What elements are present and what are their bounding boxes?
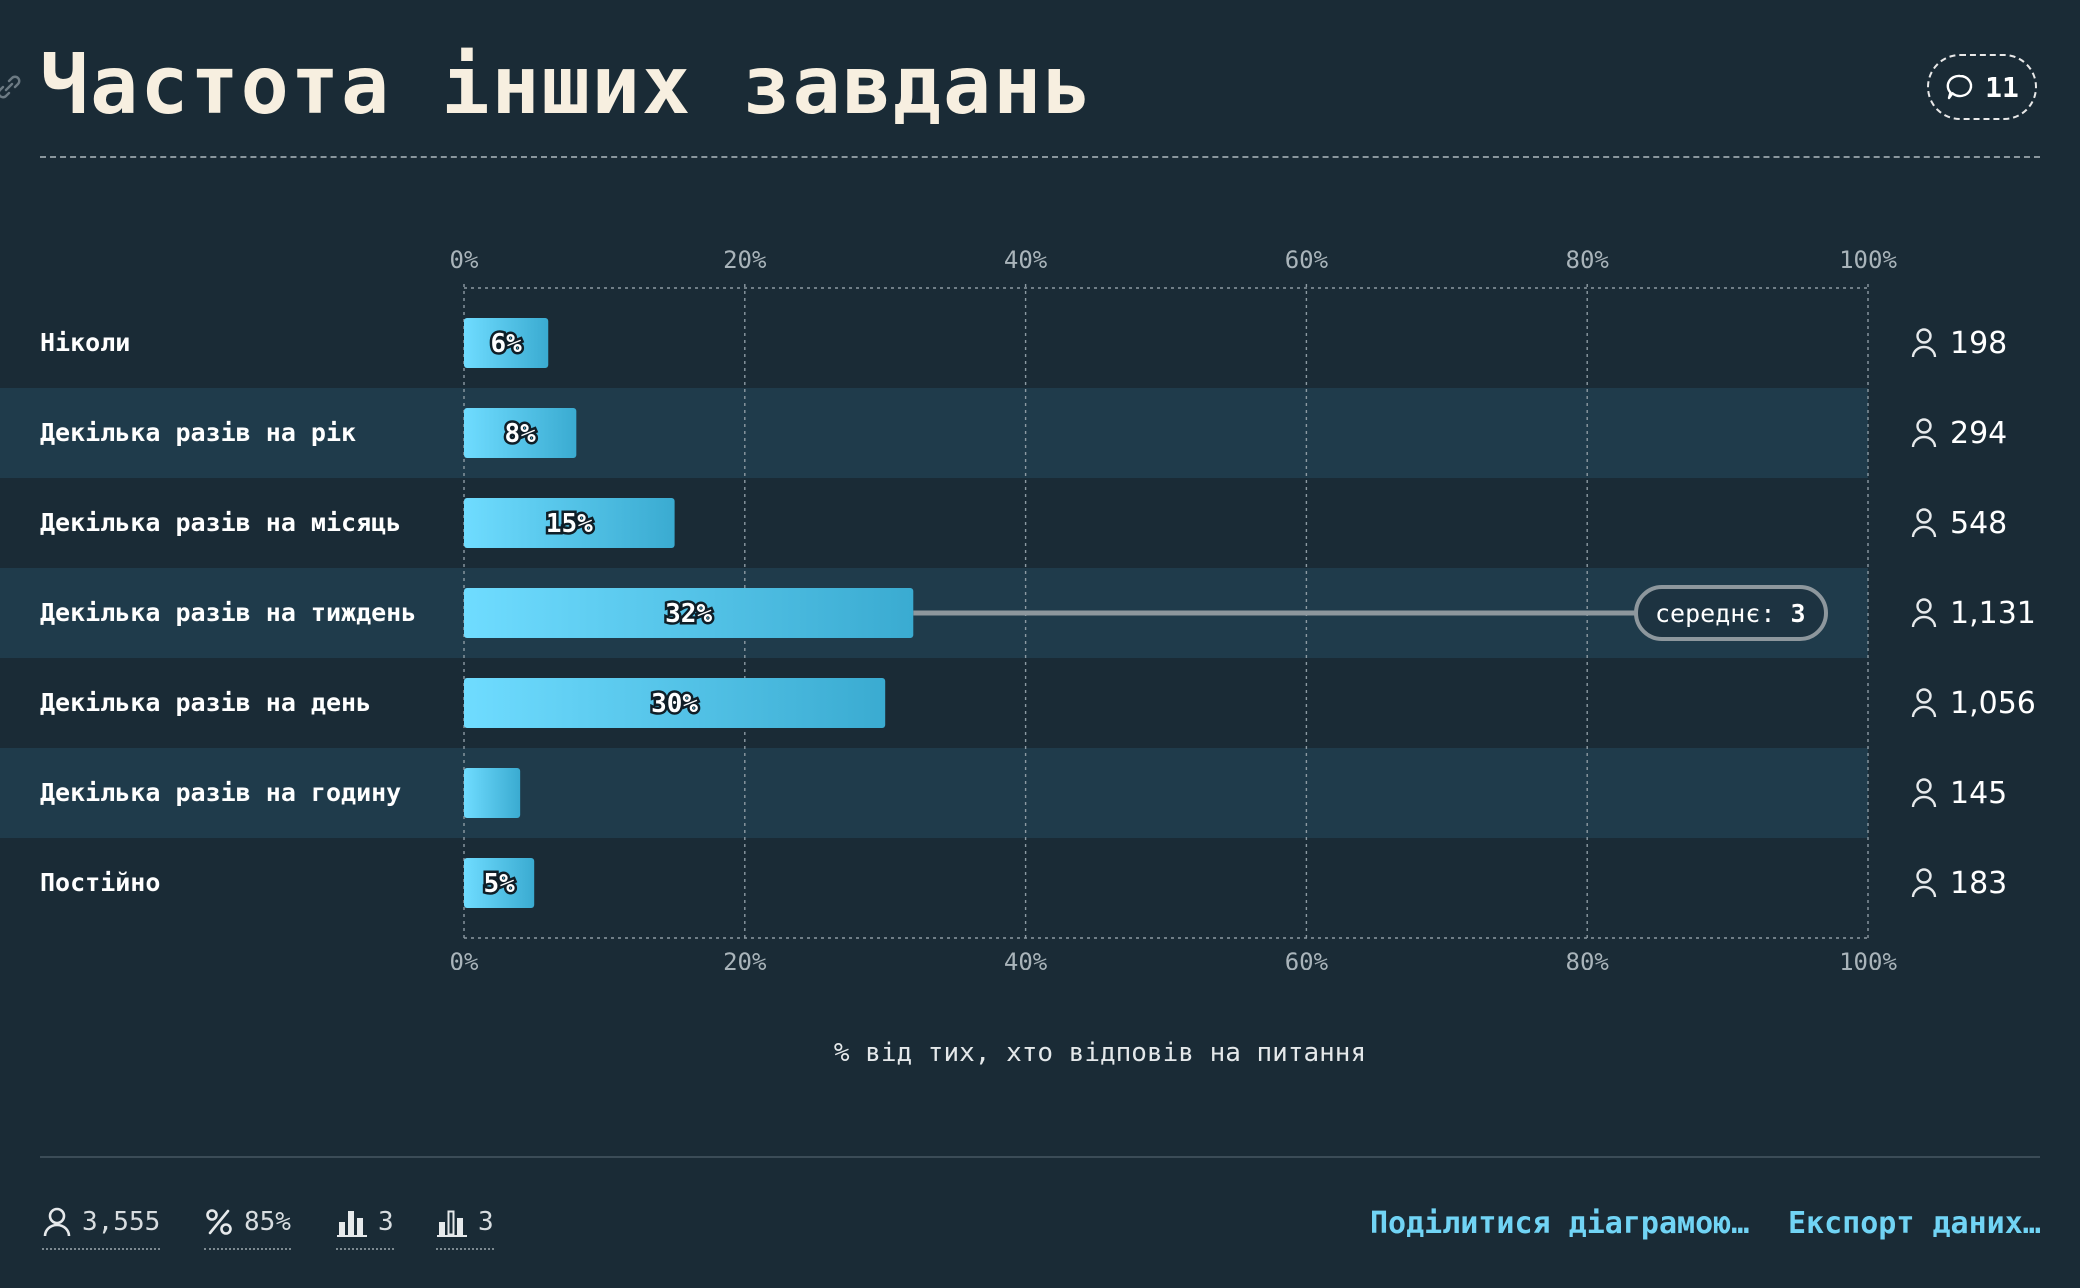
response-rate-value: 85% bbox=[244, 1207, 291, 1237]
respondent-count: 183 bbox=[1950, 866, 2007, 901]
bar[interactable] bbox=[464, 498, 675, 548]
share-chart-link[interactable]: Поділитися діаграмою… bbox=[1370, 1206, 1750, 1241]
row-band bbox=[0, 388, 1868, 478]
respondent-count: 198 bbox=[1950, 326, 2007, 361]
person-icon bbox=[1911, 328, 1937, 358]
person-icon bbox=[1911, 778, 1937, 808]
footer-divider bbox=[40, 1156, 2040, 1158]
x-tick-label-bottom: 80% bbox=[1566, 948, 1610, 970]
x-tick-label-bottom: 0% bbox=[450, 948, 479, 970]
bar-stat-value: 3 bbox=[378, 1207, 394, 1237]
bar-chart-outline-icon bbox=[437, 1210, 467, 1237]
x-tick-label-bottom: 40% bbox=[1004, 948, 1048, 970]
respondents-value: 3,555 bbox=[82, 1207, 161, 1237]
bar[interactable] bbox=[464, 588, 914, 638]
bar-value-label: 15% bbox=[546, 509, 593, 539]
bar-value-label: 5% bbox=[483, 869, 515, 899]
bar[interactable] bbox=[464, 678, 886, 728]
bar-outline-stat[interactable]: 3 bbox=[436, 1200, 494, 1250]
category-label: Постійно bbox=[40, 868, 160, 897]
bar[interactable] bbox=[464, 858, 535, 908]
bar[interactable] bbox=[464, 408, 577, 458]
bar-value-label: 8% bbox=[505, 419, 537, 449]
bar-stat[interactable]: 3 bbox=[336, 1200, 394, 1250]
percent-icon bbox=[206, 1209, 232, 1235]
bar-value-label: 30% bbox=[651, 689, 698, 719]
comments-button[interactable]: 11 bbox=[1927, 54, 2037, 120]
person-icon bbox=[1911, 688, 1937, 718]
average-value: 3 bbox=[1790, 599, 1805, 628]
row-band bbox=[0, 748, 1868, 838]
x-tick-label-top: 60% bbox=[1285, 246, 1329, 274]
category-label: Декілька разів на тиждень bbox=[40, 598, 416, 627]
category-label: Декілька разів на рік bbox=[40, 418, 356, 447]
response-rate-stat[interactable]: 85% bbox=[204, 1200, 291, 1250]
x-tick-label-top: 80% bbox=[1566, 246, 1610, 274]
page-title: Частота інших завдань bbox=[40, 39, 1094, 132]
x-axis-label: % від тих, хто відповів на питання bbox=[833, 1038, 1367, 1068]
person-icon bbox=[1911, 508, 1937, 538]
x-tick-label-top: 40% bbox=[1004, 246, 1048, 274]
bar-value-label: 32% bbox=[665, 599, 712, 629]
category-label: Декілька разів на місяць bbox=[40, 508, 401, 537]
x-tick-label-top: 100% bbox=[1839, 246, 1897, 274]
respondent-count: 145 bbox=[1950, 776, 2007, 811]
respondent-count: 548 bbox=[1950, 506, 2007, 541]
respondent-count: 1,131 bbox=[1950, 596, 2036, 631]
person-icon bbox=[1911, 418, 1937, 448]
comment-icon bbox=[1946, 74, 1973, 100]
x-tick-label-top: 20% bbox=[723, 246, 767, 274]
bar-chart: середнє: 3 6%8%15%32%30%5% НіколиДекільк… bbox=[0, 246, 2036, 970]
average-label: середнє: 3 bbox=[1655, 599, 1806, 628]
category-label: Декілька разів на день bbox=[40, 688, 371, 717]
respondent-count: 294 bbox=[1950, 416, 2007, 451]
x-tick-label-bottom: 100% bbox=[1839, 948, 1897, 970]
category-label: Декілька разів на годину bbox=[40, 778, 401, 807]
person-icon bbox=[43, 1207, 71, 1237]
comment-count: 11 bbox=[1985, 70, 2019, 104]
average-badge[interactable]: середнє: 3 bbox=[1634, 585, 1828, 641]
link-icon[interactable] bbox=[0, 72, 24, 102]
x-tick-label-bottom: 20% bbox=[723, 948, 767, 970]
bar-outline-stat-value: 3 bbox=[478, 1207, 494, 1237]
bar-chart-icon bbox=[337, 1211, 367, 1237]
respondent-count: 1,056 bbox=[1950, 686, 2036, 721]
respondents-stat[interactable]: 3,555 bbox=[42, 1200, 161, 1250]
person-icon bbox=[1911, 868, 1937, 898]
bar-value-label: 6% bbox=[490, 329, 522, 359]
title-divider bbox=[40, 156, 2040, 158]
x-tick-label-bottom: 60% bbox=[1285, 948, 1329, 970]
export-data-link[interactable]: Експорт даних… bbox=[1788, 1206, 2041, 1241]
category-label: Ніколи bbox=[40, 328, 130, 357]
person-icon bbox=[1911, 598, 1937, 628]
bar[interactable] bbox=[464, 318, 549, 368]
x-tick-label-top: 0% bbox=[450, 246, 479, 274]
bar[interactable] bbox=[464, 768, 521, 818]
